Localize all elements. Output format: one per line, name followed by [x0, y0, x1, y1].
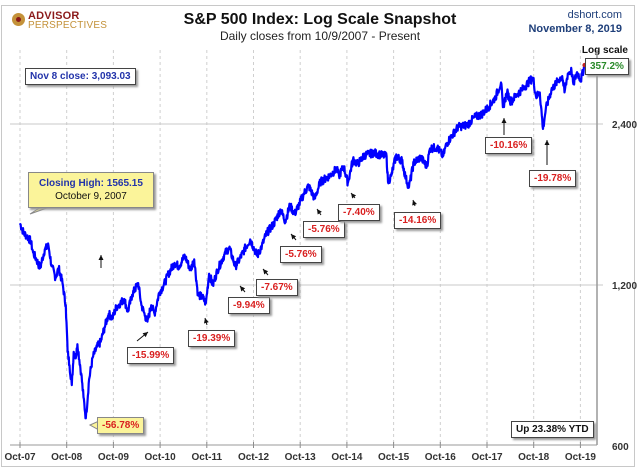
- x-tick-label: Oct-12: [238, 452, 270, 463]
- x-tick-label: Oct-18: [518, 452, 550, 463]
- drawdown-label: -14.16%: [394, 212, 442, 229]
- chart-subtitle: Daily closes from 10/9/2007 - Present: [220, 29, 421, 43]
- drawdown-label: -19.39%: [188, 330, 236, 347]
- drawdown-label-text: -9.94%: [233, 300, 265, 311]
- x-tick-label: Oct-14: [331, 452, 363, 463]
- annotation-arrowhead-icon: [412, 200, 417, 206]
- drawdown-label-text: -7.67%: [261, 282, 293, 293]
- last-close-label-text: Nov 8 close: 3,093.03: [30, 71, 131, 82]
- x-tick-label: Oct-19: [565, 452, 597, 463]
- drawdown-label: -9.94%: [228, 297, 270, 314]
- x-tick-label: Oct-15: [378, 452, 410, 463]
- closing-high-callout-text2: October 9, 2007: [55, 191, 127, 202]
- x-tick-label: Oct-08: [51, 452, 83, 463]
- x-tick-label: Oct-07: [4, 452, 36, 463]
- ytd-gain-label: Up 23.38% YTD: [511, 421, 594, 438]
- total-gain-badge: 357.2%: [585, 58, 629, 75]
- x-tick-label: Oct-17: [471, 452, 503, 463]
- chart-title: S&P 500 Index: Log Scale Snapshot: [184, 11, 457, 28]
- x-tick-label: Oct-10: [145, 452, 177, 463]
- x-tick-label: Oct-13: [285, 452, 317, 463]
- annotation-arrowhead-icon: [142, 332, 148, 338]
- drawdown-label-text: -10.16%: [490, 140, 528, 151]
- series-line-sp500: [18, 64, 586, 420]
- logo-line1: ADVISOR: [28, 10, 80, 22]
- y-tick-label: 600: [612, 442, 629, 453]
- logo-line2: PERSPECTIVES: [28, 20, 108, 31]
- bear-market-drawdown-callout-text: -56.78%: [102, 420, 140, 431]
- annotation-arrowhead-icon: [291, 234, 297, 240]
- y-axis-label: Log scale: [582, 45, 629, 56]
- annotation-arrowhead-icon: [263, 269, 269, 275]
- drawdown-label: -7.40%: [338, 204, 380, 221]
- annotation-arrowhead-icon: [240, 286, 246, 292]
- annotation-arrowhead-icon: [501, 118, 507, 123]
- drawdown-label-text: -7.40%: [343, 207, 375, 218]
- bear-market-drawdown-callout: -56.78%: [97, 417, 145, 434]
- total-gain-badge-text: 357.2%: [590, 61, 624, 72]
- ytd-gain-label-text: Up 23.38% YTD: [516, 424, 589, 435]
- annotation-arrowhead-icon: [317, 209, 322, 215]
- annotation-arrowhead-icon: [203, 318, 209, 324]
- y-tick-label: 2,400: [612, 120, 637, 131]
- drawdown-label-text: -14.16%: [399, 215, 437, 226]
- drawdown-label-text: -5.76%: [285, 249, 317, 260]
- drawdown-label: -5.76%: [303, 221, 345, 238]
- x-tick-label: Oct-16: [425, 452, 457, 463]
- x-tick-label: Oct-11: [192, 452, 223, 463]
- drawdown-label-text: -5.76%: [308, 224, 340, 235]
- logo-mark-icon: [12, 13, 25, 26]
- annotation-arrows: [29, 118, 550, 431]
- annotation-arrowhead-icon: [544, 140, 550, 145]
- annotation-arrowhead-icon: [98, 255, 104, 260]
- source-label: dshort.com: [568, 9, 622, 21]
- x-tick-label: Oct-09: [98, 452, 130, 463]
- drawdown-label-text: -15.99%: [132, 350, 170, 361]
- series: [18, 62, 587, 420]
- closing-high-callout-text: Closing High: 1565.15: [39, 178, 143, 189]
- drawdown-label: -10.16%: [485, 137, 533, 154]
- date-label: November 8, 2019: [528, 23, 622, 35]
- axes: Oct-07 Oct-08 Oct-09 Oct-10 Oct-11 Oct-12 Oct-…: [4, 50, 637, 463]
- drawdown-label: -7.67%: [256, 279, 298, 296]
- drawdown-label: -19.78%: [529, 170, 577, 187]
- drawdown-label-text: -19.39%: [193, 333, 231, 344]
- last-close-label: Nov 8 close: 3,093.03: [25, 68, 136, 85]
- drawdown-label: -15.99%: [127, 347, 175, 364]
- closing-high-callout: Closing High: 1565.15 October 9, 2007: [28, 172, 154, 208]
- y-tick-label: 1,200: [612, 281, 637, 292]
- drawdown-label-text: -19.78%: [534, 173, 572, 184]
- annotation-arrowhead-icon: [351, 193, 357, 199]
- drawdown-label: -5.76%: [280, 246, 322, 263]
